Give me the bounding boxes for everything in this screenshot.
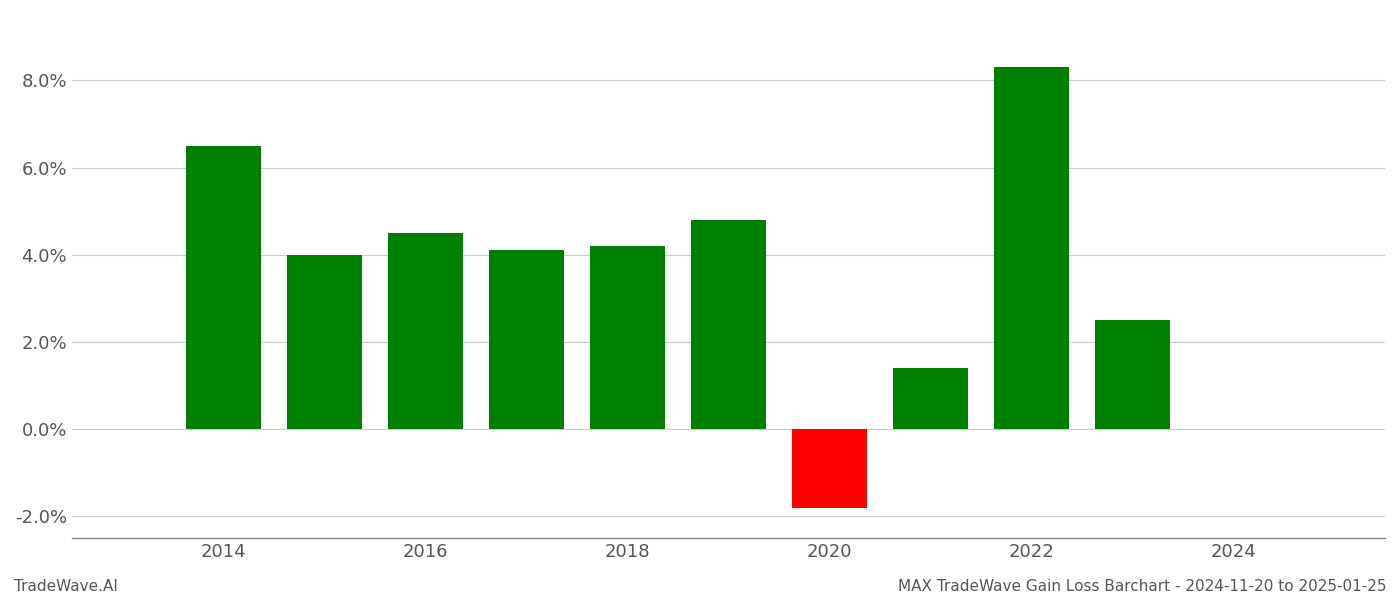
Bar xyxy=(489,250,564,429)
Bar xyxy=(186,146,262,429)
Bar xyxy=(287,255,363,429)
Bar xyxy=(388,233,463,429)
Text: MAX TradeWave Gain Loss Barchart - 2024-11-20 to 2025-01-25: MAX TradeWave Gain Loss Barchart - 2024-… xyxy=(897,579,1386,594)
Bar xyxy=(1095,320,1170,429)
Bar xyxy=(589,246,665,429)
Bar xyxy=(791,429,868,508)
Bar xyxy=(690,220,766,429)
Text: TradeWave.AI: TradeWave.AI xyxy=(14,579,118,594)
Bar xyxy=(994,67,1070,429)
Bar xyxy=(893,368,969,429)
